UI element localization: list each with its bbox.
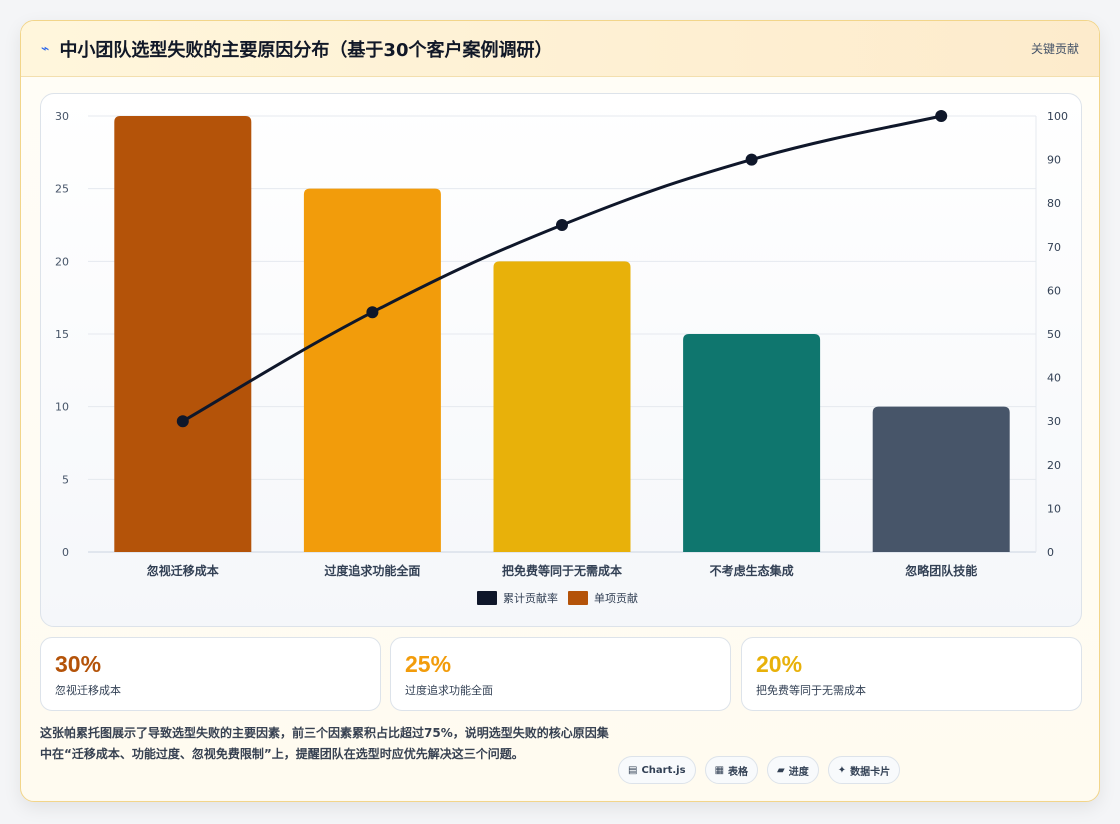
card-header: ⌁ 中小团队选型失败的主要原因分布（基于30个客户案例调研） 关键贡献 (21, 21, 1099, 77)
x-tick-label: 把免费等同于无需成本 (502, 563, 622, 578)
legend-label: 单项贡献 (594, 591, 638, 605)
tag-data-card[interactable]: ✦ 数据卡片 (827, 756, 901, 784)
report-card: ⌁ 中小团队选型失败的主要原因分布（基于30个客户案例调研） 关键贡献 0 5 10… (20, 20, 1100, 802)
tag-table[interactable]: ▦ 表格 (704, 756, 759, 784)
y-right-tick-label: 50 (1047, 328, 1061, 341)
line-point (556, 219, 568, 231)
stat-value: 30% (55, 651, 102, 677)
y-left-tick-label: 25 (55, 183, 69, 196)
y-right-tick-label: 100 (1047, 110, 1068, 123)
y-left-tick-label: 20 (55, 255, 69, 268)
bar (303, 188, 441, 552)
y-left-tick-label: 30 (55, 110, 69, 123)
table-icon: ▦ (714, 764, 725, 776)
y-right-tick-label: 90 (1047, 154, 1061, 167)
header-badge: 关键贡献 (1030, 42, 1079, 56)
pareto-chart: 0 5 10 15 20 25 30 0 10 20 30 40 50 60 70 80 90 100 忽视迁移成本… (55, 110, 1068, 605)
line-point (176, 415, 189, 428)
y-left-tick-label: 5 (62, 473, 69, 486)
x-tick-label: 不考虑生态集成 (710, 563, 794, 578)
chart-container: 0 5 10 15 20 25 30 0 10 20 30 40 50 60 70 80 90 100 忽视迁移成本… (40, 93, 1082, 627)
x-tick-label: 忽视迁移成本 (147, 563, 219, 578)
stat-card: 20% 把免费等同于无需成本 (741, 637, 1082, 711)
y-right-tick-label: 10 (1047, 502, 1061, 515)
tag-label: Chart.js (641, 764, 686, 776)
x-tick-label: 过度追求功能全面 (324, 563, 420, 578)
bar (872, 406, 1010, 552)
y-right-tick-label: 30 (1047, 415, 1061, 428)
stat-card: 30% 忽视迁移成本 (40, 637, 381, 711)
tag-list: ▤ Chart.js ▦ 表格 ▰ 进度 ✦ 数据卡片 (618, 756, 901, 784)
y-left-tick-label: 15 (55, 328, 69, 341)
chart-description: 这张帕累托图展示了导致选型失败的主要因素，前三个因素累积占比超过75%，说明选型… (40, 726, 609, 761)
bar (683, 334, 821, 552)
stat-value: 20% (756, 651, 803, 677)
line-point (366, 306, 379, 319)
stat-cards: 30% 忽视迁移成本 25% 过度追求功能全面 20% 把免费等同于无需成本 (40, 637, 1082, 711)
legend-swatch (568, 591, 588, 605)
y-left-tick-label: 10 (55, 401, 69, 414)
bar (493, 261, 631, 552)
tag-label: 进度 (788, 766, 809, 778)
y-right-tick-label: 20 (1047, 459, 1061, 472)
tag-chartjs[interactable]: ▤ Chart.js (618, 756, 696, 784)
x-tick-label: 忽略团队技能 (905, 563, 977, 578)
y-left-tick-label: 0 (62, 546, 69, 559)
bar (114, 116, 252, 552)
line-point (935, 110, 948, 122)
chart-icon: ▤ (628, 764, 638, 776)
chart-title: 中小团队选型失败的主要原因分布（基于30个客户案例调研） (59, 39, 553, 61)
progress-icon: ▰ (777, 764, 785, 776)
tag-label: 表格 (728, 766, 749, 778)
tag-label: 数据卡片 (850, 766, 891, 778)
chart-icon: ⌁ (41, 40, 50, 57)
line-point (745, 153, 758, 166)
y-right-tick-label: 60 (1047, 284, 1061, 297)
y-right-tick-label: 70 (1047, 241, 1061, 254)
stat-card: 25% 过度追求功能全面 (390, 637, 731, 711)
stat-label: 把免费等同于无需成本 (756, 684, 866, 697)
y-right-tick-label: 0 (1047, 546, 1054, 559)
stat-label: 忽视迁移成本 (55, 684, 121, 697)
y-right-tick-label: 80 (1047, 197, 1061, 210)
tag-progress[interactable]: ▰ 进度 (767, 756, 819, 784)
stat-value: 25% (405, 651, 452, 677)
stat-label: 过度追求功能全面 (405, 684, 493, 697)
y-right-tick-label: 40 (1047, 372, 1061, 385)
legend-swatch (477, 591, 497, 605)
sparkle-icon: ✦ (837, 764, 847, 776)
legend-label: 累计贡献率 (503, 591, 558, 605)
